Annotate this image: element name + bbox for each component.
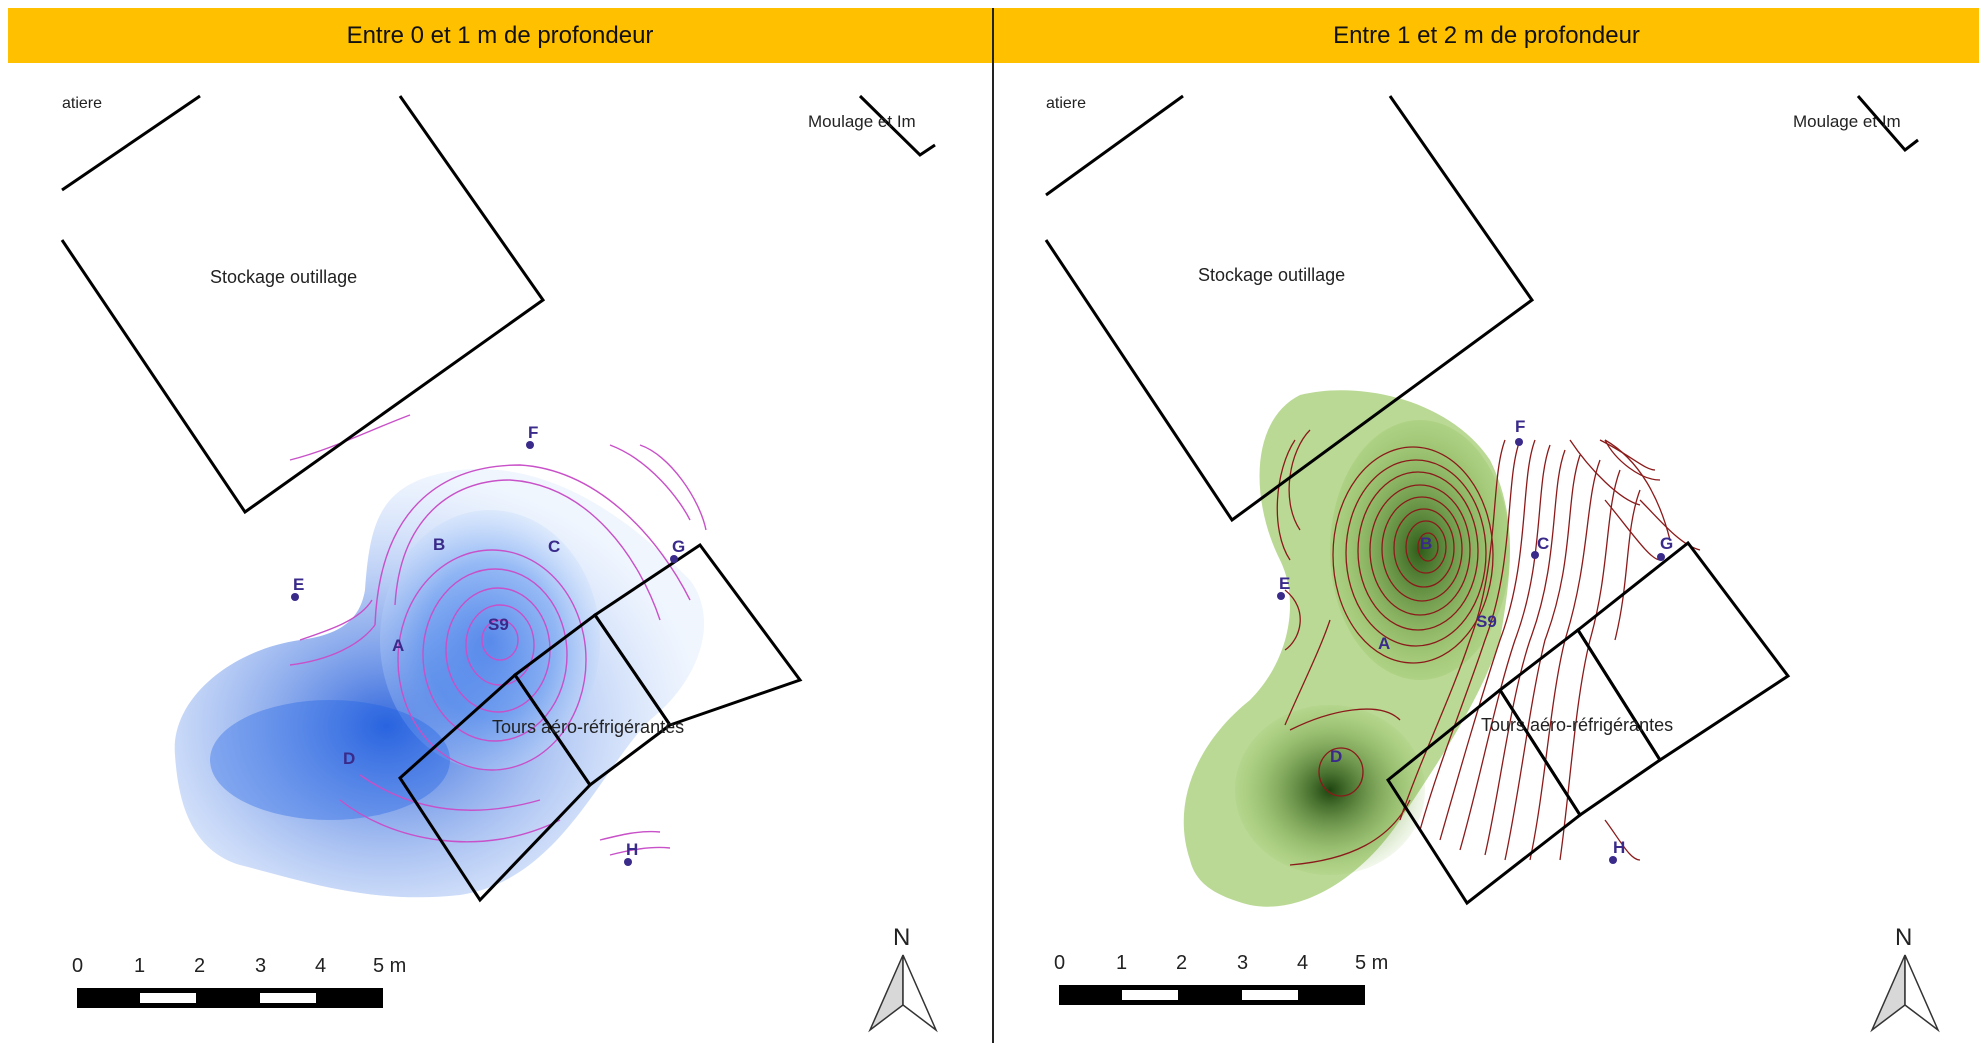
point-A: A bbox=[1378, 634, 1390, 653]
point-F: F bbox=[528, 423, 538, 442]
point-C: C bbox=[1537, 534, 1549, 553]
header-right-title: Entre 1 et 2 m de profondeur bbox=[1333, 21, 1640, 49]
svg-text:1: 1 bbox=[134, 955, 145, 977]
point-S9: S9 bbox=[1476, 612, 1497, 631]
label-stockage: Stockage outillage bbox=[210, 267, 357, 287]
point-B: B bbox=[1420, 534, 1432, 553]
point-D: D bbox=[343, 749, 355, 768]
svg-text:3: 3 bbox=[255, 955, 266, 977]
buildings-left bbox=[60, 94, 936, 903]
point-H: H bbox=[626, 840, 638, 859]
header-left: Entre 0 et 1 m de profondeur bbox=[8, 8, 992, 63]
label-moulage-right: Moulage et Im bbox=[1793, 112, 1901, 131]
tour-block-3 bbox=[592, 542, 803, 727]
scale-bar-right: 0 1 2 3 4 5 m bbox=[1054, 952, 1388, 1005]
label-matiere: atiere bbox=[62, 95, 102, 112]
north-arrow-icon: N bbox=[1870, 924, 1940, 1033]
point-E: E bbox=[293, 575, 304, 594]
label-stockage-right: Stockage outillage bbox=[1198, 265, 1345, 285]
point-B: B bbox=[433, 535, 445, 554]
header-left-title: Entre 0 et 1 m de profondeur bbox=[346, 21, 654, 49]
svg-text:0: 0 bbox=[1054, 952, 1065, 974]
svg-text:N: N bbox=[893, 924, 910, 951]
plume-core-B bbox=[1330, 420, 1510, 680]
label-matiere-right: atiere bbox=[1046, 95, 1086, 112]
svg-text:0: 0 bbox=[72, 955, 83, 977]
point-D: D bbox=[1330, 747, 1342, 766]
svg-text:1: 1 bbox=[1116, 952, 1127, 974]
label-tours: Tours aéro-réfrigérantes bbox=[492, 717, 684, 737]
svg-text:3: 3 bbox=[1237, 952, 1248, 974]
point-A: A bbox=[392, 636, 404, 655]
point-F: F bbox=[1515, 417, 1525, 436]
point-E: E bbox=[1279, 574, 1290, 593]
contours-right bbox=[1276, 429, 1701, 866]
contours-left bbox=[289, 414, 707, 856]
buildings-right bbox=[1044, 94, 1919, 906]
plume-core2-left bbox=[210, 700, 450, 820]
plume-core-D bbox=[1235, 705, 1425, 875]
plume-core-left bbox=[380, 510, 600, 770]
point-H: H bbox=[1613, 838, 1625, 857]
points-left: F B C G E S9 A D H bbox=[291, 423, 685, 866]
point-C: C bbox=[548, 537, 560, 556]
svg-text:4: 4 bbox=[315, 955, 326, 977]
point-S9: S9 bbox=[488, 615, 509, 634]
svg-text:4: 4 bbox=[1297, 952, 1308, 974]
svg-text:N: N bbox=[1895, 924, 1912, 951]
label-moulage: Moulage et Im bbox=[808, 112, 916, 131]
scale-bar-left: 0 1 2 3 4 5 m bbox=[72, 955, 406, 1008]
point-G: G bbox=[1660, 534, 1673, 553]
map-right: atiere Moulage et Im Stockage outillage … bbox=[1044, 94, 1940, 1033]
svg-text:2: 2 bbox=[194, 955, 205, 977]
point-G: G bbox=[672, 537, 685, 556]
label-tours-right: Tours aéro-réfrigérantes bbox=[1481, 715, 1673, 735]
svg-text:5 m: 5 m bbox=[1355, 952, 1388, 974]
svg-text:5 m: 5 m bbox=[373, 955, 406, 977]
map-left: atiere Moulage et Im Stockage outillage … bbox=[60, 94, 938, 1033]
header-right: Entre 1 et 2 m de profondeur bbox=[994, 8, 1979, 63]
panel-divider bbox=[992, 8, 994, 1043]
north-arrow-icon: N bbox=[868, 924, 938, 1033]
svg-text:2: 2 bbox=[1176, 952, 1187, 974]
points-right: F B C G E S9 A D H bbox=[1277, 417, 1673, 864]
